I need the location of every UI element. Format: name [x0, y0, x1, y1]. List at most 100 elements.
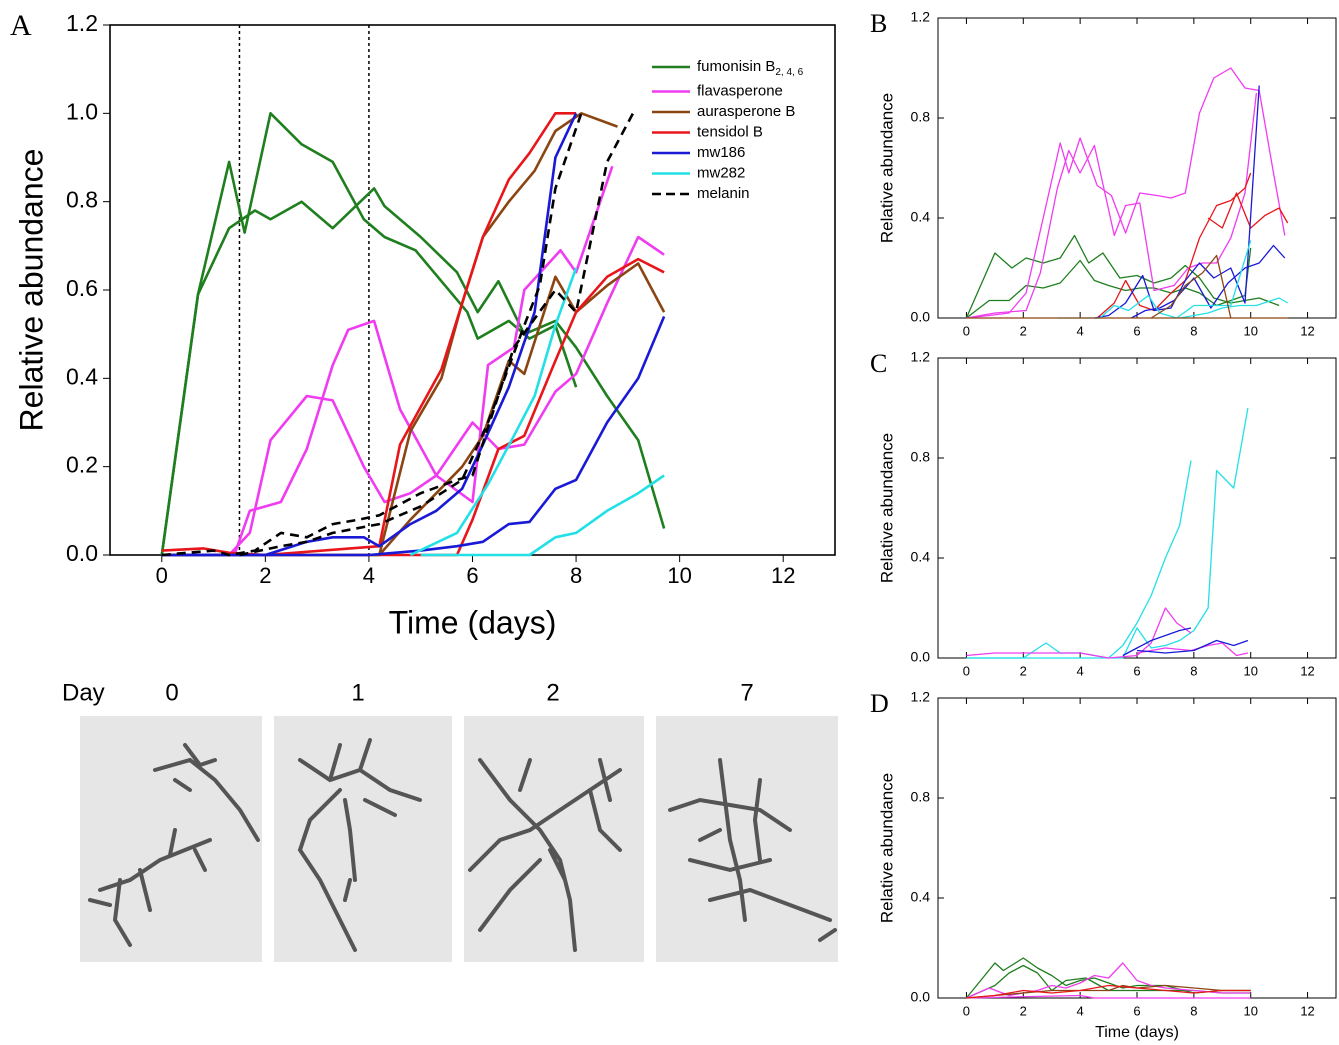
series-line	[161, 112, 635, 557]
series-line	[160, 112, 578, 556]
day-value: 1	[351, 679, 364, 706]
x-tick-label: 2	[1020, 323, 1027, 338]
y-tick-label: 0.8	[911, 449, 931, 465]
legend-name: tensidol B	[697, 123, 763, 140]
micrograph	[80, 716, 262, 962]
legend-name: aurasperone B	[697, 103, 795, 120]
legend-name: fumonisin B	[697, 58, 775, 75]
legend-label: flavasperone	[697, 82, 783, 99]
x-tick-label: 4	[1077, 663, 1084, 678]
micrograph-images	[80, 716, 838, 962]
series-line	[239, 112, 583, 557]
series-line	[1207, 192, 1289, 229]
x-tick-label: 2	[1020, 663, 1027, 678]
y-tick-label: 1.2	[66, 10, 98, 36]
series-line	[1136, 639, 1249, 654]
series-line	[966, 984, 1251, 999]
x-tick-label: 8	[570, 563, 582, 588]
y-tick-label: 0.8	[911, 109, 931, 125]
y-tick-label: 0.0	[911, 309, 931, 325]
day-label: Day	[62, 679, 105, 706]
y-tick-label: 0.4	[911, 209, 931, 225]
y-tick-label: 0.8	[66, 187, 98, 213]
x-tick-label: 0	[963, 323, 970, 338]
plot-frame	[937, 357, 1337, 659]
x-tick-label: 0	[156, 563, 168, 588]
legend-subscript: 2, 4, 6	[775, 67, 803, 78]
legend-name: melanin	[697, 185, 750, 202]
plot-frame	[937, 697, 1337, 999]
panel-label: C	[870, 349, 887, 378]
x-tick-label: 4	[1077, 323, 1084, 338]
series-line	[966, 984, 1251, 999]
legend-label: mw186	[697, 144, 745, 161]
y-axis-label: Relative abundance	[877, 433, 896, 583]
series-line	[161, 112, 578, 557]
y-tick-label: 0.6	[66, 275, 98, 301]
y-tick-label: 0.4	[66, 363, 98, 389]
legend-label: aurasperone B	[697, 103, 795, 120]
x-tick-label: 10	[667, 563, 691, 588]
legend-name: mw282	[697, 164, 745, 181]
panel-label: D	[870, 689, 889, 718]
series-line	[966, 407, 1249, 659]
y-tick-label: 0.0	[66, 540, 98, 566]
y-tick-label: 0.4	[911, 889, 931, 905]
series-line	[1122, 627, 1192, 657]
series-line	[966, 67, 1286, 319]
x-tick-label: 4	[1077, 1003, 1084, 1018]
x-tick-label: 10	[1243, 1003, 1257, 1018]
y-tick-label: 1.2	[911, 9, 931, 25]
y-tick-label: 0.0	[911, 989, 931, 1005]
series-line	[1130, 244, 1286, 319]
series-line	[161, 315, 666, 557]
y-tick-label: 0.8	[911, 789, 931, 805]
plot-frame	[937, 17, 1337, 319]
series-line	[161, 112, 577, 557]
micrograph	[464, 716, 644, 962]
legend-label: mw282	[697, 164, 745, 181]
x-tick-label: 6	[466, 563, 478, 588]
x-tick-label: 2	[1020, 1003, 1027, 1018]
legend-name: mw186	[697, 144, 745, 161]
y-axis-label: Relative abundance	[13, 149, 49, 432]
x-tick-label: 12	[1300, 323, 1314, 338]
series-line	[161, 112, 618, 557]
x-tick-label: 10	[1243, 663, 1257, 678]
y-axis-label: Relative abundance	[877, 773, 896, 923]
x-tick-label: 10	[1243, 323, 1257, 338]
x-axis-label: Time (days)	[1095, 1024, 1179, 1041]
series-line	[379, 257, 665, 557]
series-line	[1096, 172, 1252, 319]
series-line	[233, 165, 614, 556]
series-line	[966, 994, 1251, 999]
series-line	[409, 267, 578, 557]
y-tick-label: 0.4	[911, 549, 931, 565]
series-line	[966, 607, 1192, 659]
y-tick-label: 1.2	[911, 349, 931, 365]
legend-name: flavasperone	[697, 82, 783, 99]
y-tick-label: 1.2	[911, 689, 931, 705]
day-value: 7	[740, 679, 753, 706]
series-line	[1094, 85, 1260, 319]
series-line	[1136, 642, 1249, 657]
x-tick-label: 0	[963, 663, 970, 678]
x-tick-label: 8	[1190, 323, 1197, 338]
y-tick-label: 0.2	[66, 452, 98, 478]
panel-label: A	[10, 9, 32, 42]
x-tick-label: 8	[1190, 1003, 1197, 1018]
series-line	[966, 460, 1192, 659]
panel-label: B	[870, 9, 887, 38]
y-tick-label: 1.0	[66, 98, 98, 124]
series-line	[966, 92, 1258, 319]
legend-label: tensidol B	[697, 123, 763, 140]
x-tick-label: 6	[1133, 1003, 1140, 1018]
x-tick-label: 4	[363, 563, 375, 588]
y-tick-label: 0.0	[911, 649, 931, 665]
x-tick-label: 0	[963, 1003, 970, 1018]
x-tick-label: 8	[1190, 663, 1197, 678]
x-tick-label: 6	[1133, 663, 1140, 678]
day-value: 2	[546, 679, 559, 706]
legend-label: fumonisin B2, 4, 6	[697, 58, 804, 78]
